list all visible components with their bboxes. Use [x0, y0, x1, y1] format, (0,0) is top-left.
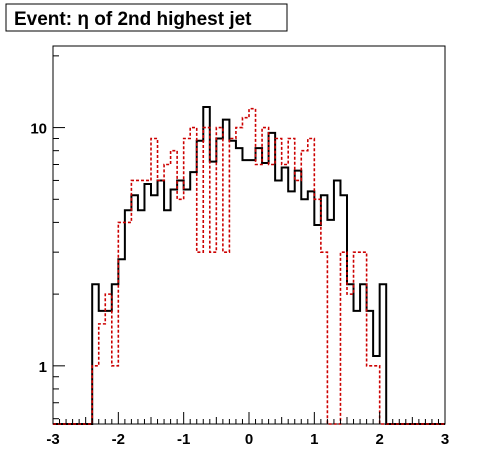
chart-title: Event: η of 2nd highest jet [14, 9, 252, 30]
x-tick-label: -3 [46, 431, 59, 448]
x-tick-label: 3 [441, 431, 449, 448]
y-tick-label: 10 [30, 121, 47, 138]
x-tick-label: 1 [310, 431, 318, 448]
y-tick-label: 1 [39, 359, 47, 376]
y-axis: 1 10 [30, 55, 65, 420]
title-box: Event: η of 2nd highest jet [5, 3, 288, 32]
x-tick-label: 2 [375, 431, 383, 448]
x-axis: -3 -2 -1 0 1 2 3 [46, 412, 449, 448]
x-tick-label: -2 [112, 431, 125, 448]
x-tick-label: 0 [245, 431, 253, 448]
series-layer [53, 106, 445, 425]
series-line-2 [53, 107, 445, 425]
x-tick-label: -1 [177, 431, 190, 448]
